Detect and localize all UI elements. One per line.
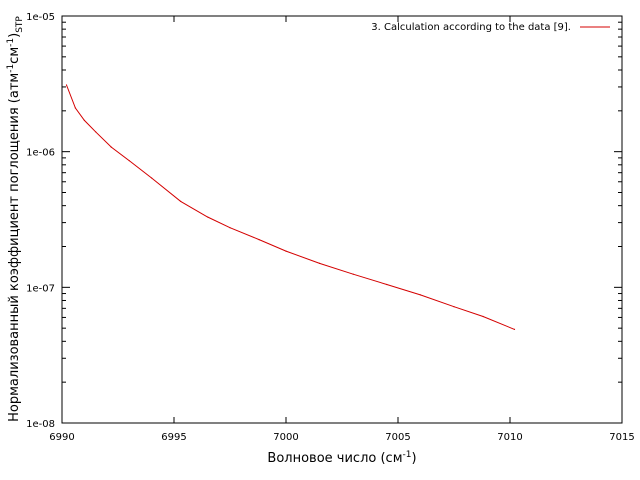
data-point xyxy=(513,328,516,330)
series-line xyxy=(66,84,515,330)
y-axis-title-superscript-2: -1 xyxy=(6,38,16,47)
data-point xyxy=(482,315,484,318)
data-point xyxy=(386,283,388,286)
y-axis-title-main: Нормализованный коэффициент поглощения (… xyxy=(7,73,22,422)
y-tick-label: 1e-08 xyxy=(26,419,55,430)
x-axis: 6990 6995 7000 7005 7010 7015 xyxy=(49,16,635,443)
x-axis-title-superscript: -1 xyxy=(403,450,412,460)
x-tick-label: 7010 xyxy=(497,432,522,443)
y-tick-label: 1e-05 xyxy=(26,12,55,23)
series-layer xyxy=(65,84,516,330)
data-point xyxy=(207,216,209,218)
data-point xyxy=(95,131,97,133)
data-point xyxy=(285,250,287,252)
legend-entry-label: 3. Calculation according to the data [9]… xyxy=(371,22,571,33)
x-tick-label: 7000 xyxy=(273,432,298,443)
y-tick-label: 1e-06 xyxy=(26,148,55,159)
y-axis-title-end: ) xyxy=(7,33,22,38)
x-tick-label: 7015 xyxy=(609,432,634,443)
data-point xyxy=(151,177,153,179)
y-axis-title-subscript: STP xyxy=(15,16,25,33)
plot-frame xyxy=(61,15,623,424)
x-axis-title: Волновое число (см-1) xyxy=(267,450,416,466)
data-point xyxy=(83,119,85,121)
data-point xyxy=(453,306,455,308)
data-point xyxy=(110,146,112,148)
y-axis-title-superscript-1: -1 xyxy=(6,64,16,73)
data-point xyxy=(419,294,421,296)
data-point xyxy=(258,239,260,241)
y-axis-title-mid: см xyxy=(7,47,22,64)
y-tick-label: 1e-07 xyxy=(26,283,55,294)
data-point xyxy=(74,107,76,109)
x-axis-title-end: ) xyxy=(411,451,416,466)
data-point xyxy=(65,84,68,86)
data-point xyxy=(229,227,231,229)
y-axis-title: Нормализованный коэффициент поглощения (… xyxy=(6,16,25,422)
legend: 3. Calculation according to the data [9]… xyxy=(371,22,610,33)
data-point xyxy=(352,273,354,275)
x-tick-label: 7005 xyxy=(385,432,410,443)
x-axis-title-main: Волновое число (см xyxy=(267,451,402,466)
data-point xyxy=(319,262,321,264)
x-tick-label: 6995 xyxy=(161,432,186,443)
data-point xyxy=(180,200,182,202)
x-tick-label: 6990 xyxy=(49,432,74,443)
data-point xyxy=(128,160,130,162)
y-axis: 1e-08 1e-07 1e-06 1e-05 xyxy=(26,12,622,430)
